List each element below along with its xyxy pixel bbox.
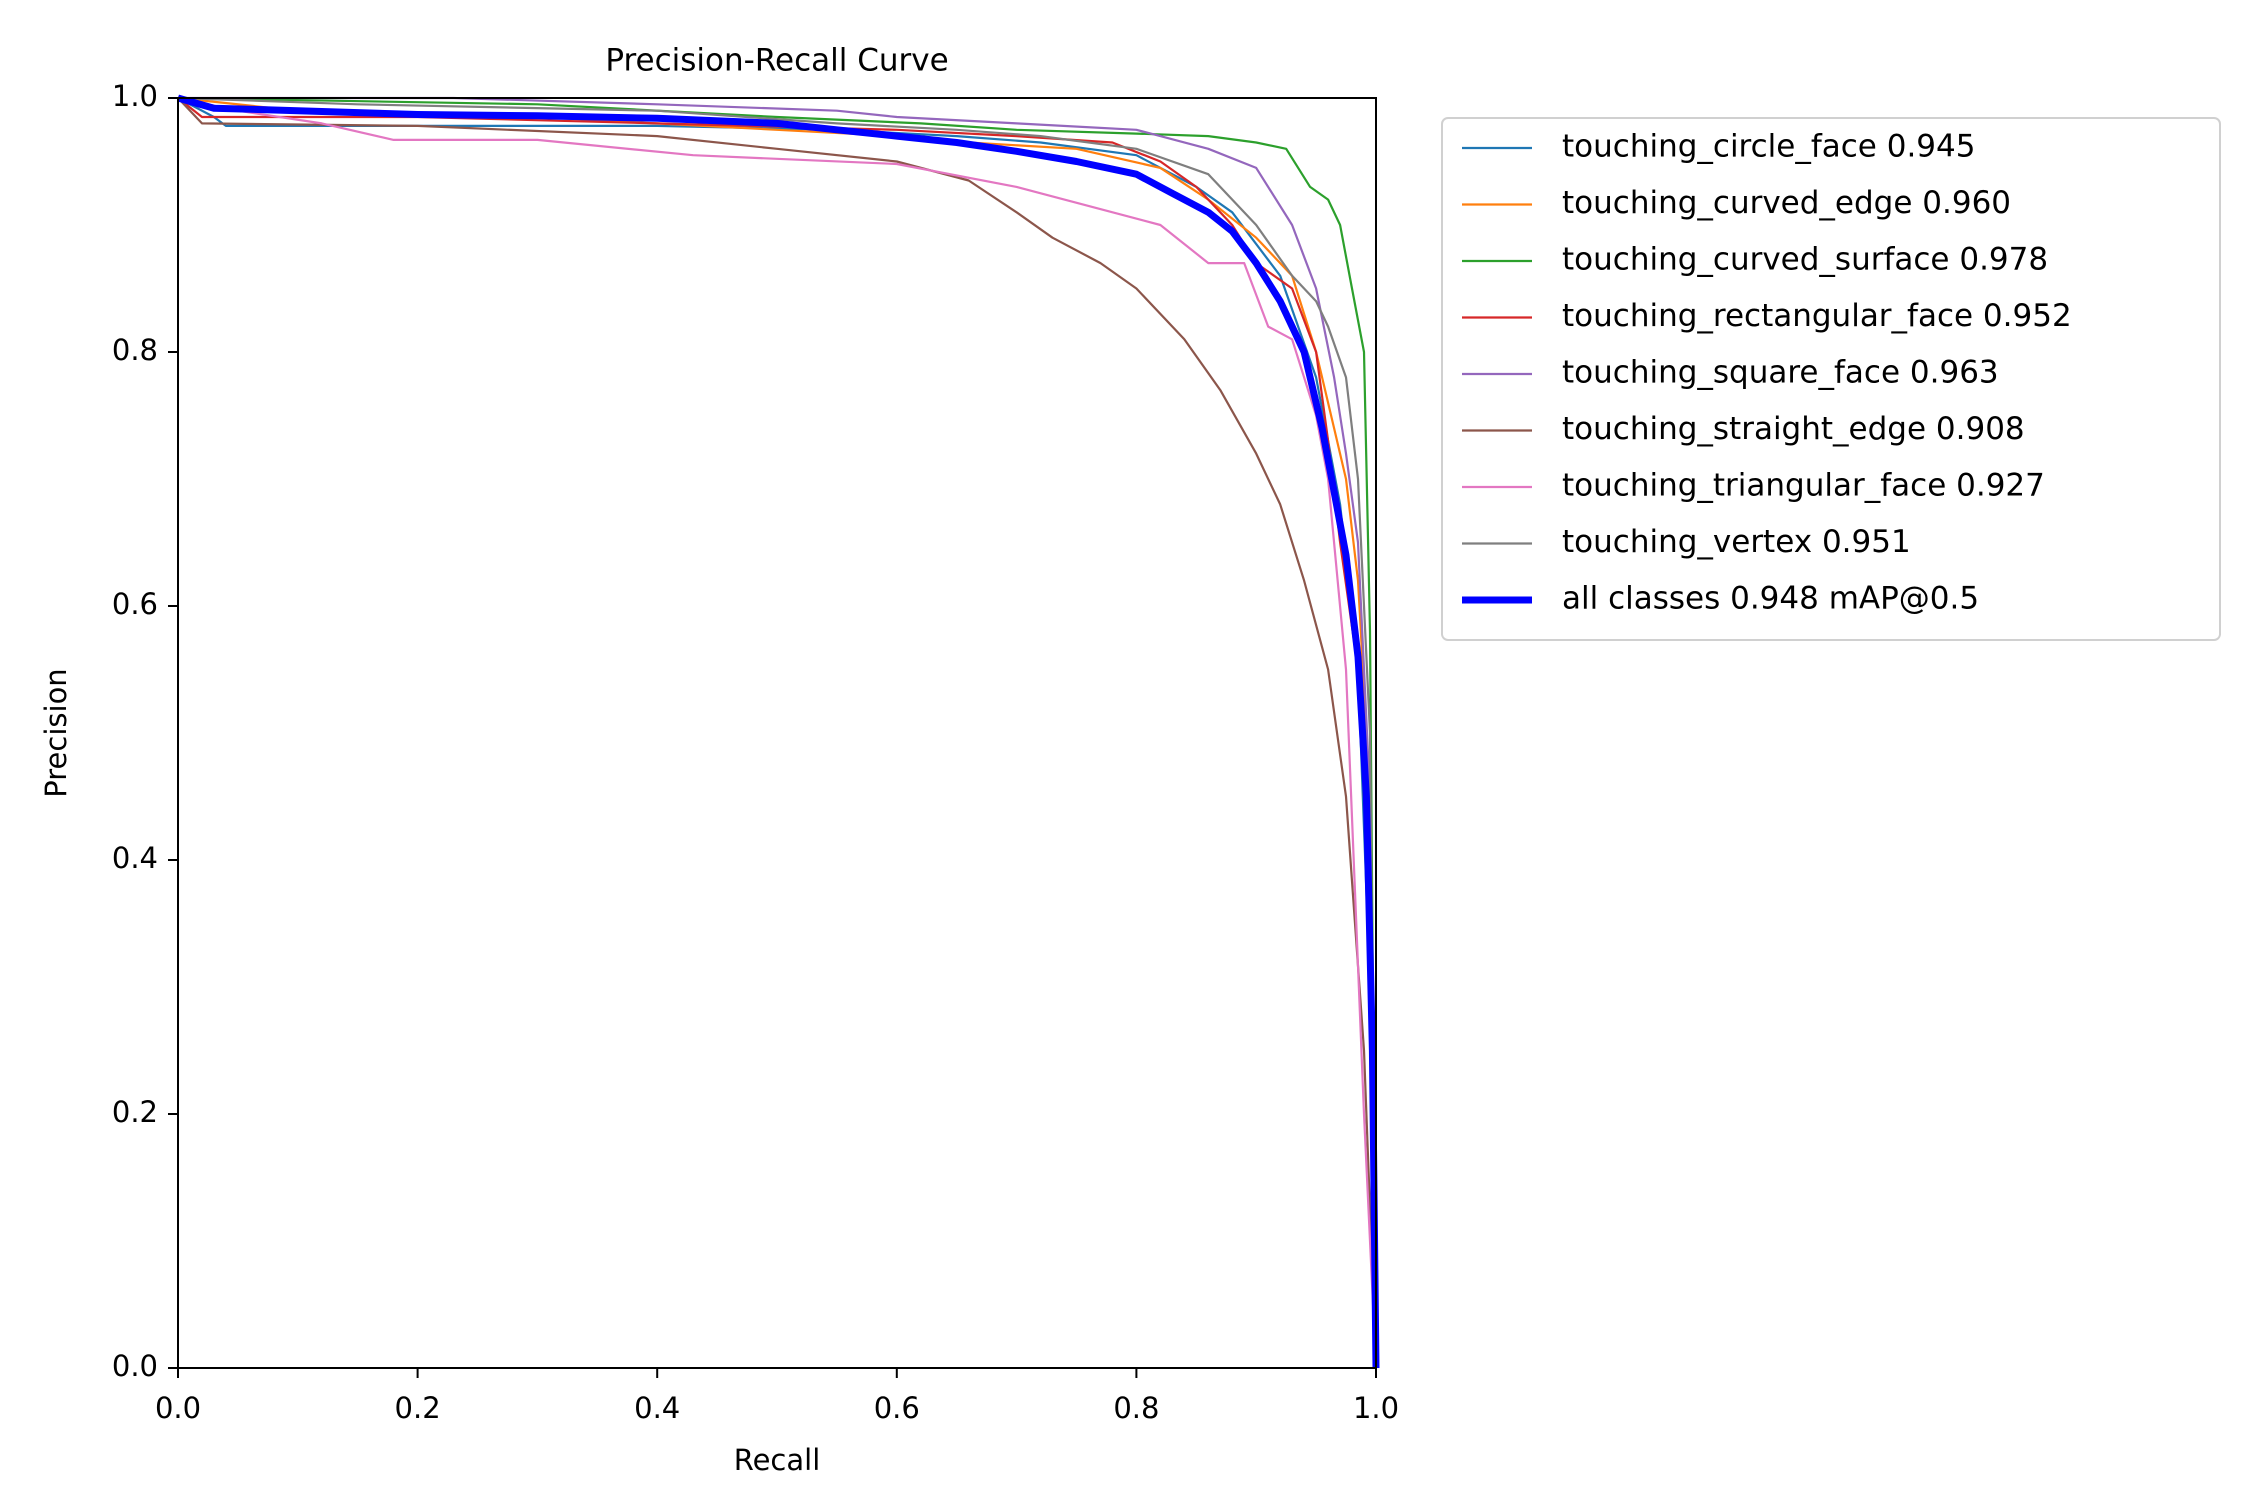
y-tick-label: 0.4 <box>112 841 158 875</box>
series-line-8 <box>177 94 1380 1369</box>
series-line-5 <box>177 97 1378 1369</box>
legend-label-0: touching_circle_face 0.945 <box>1562 129 1975 165</box>
x-tick-label: 0.2 <box>395 1391 441 1425</box>
x-tick-label: 0.6 <box>874 1391 920 1425</box>
plot-frame <box>177 97 1377 1369</box>
legend-label-5: touching_straight_edge 0.908 <box>1562 411 2025 447</box>
y-tick-label: 0.6 <box>112 587 158 621</box>
series-line-6 <box>177 96 1378 1369</box>
x-tick-label: 0.0 <box>155 1391 201 1425</box>
y-tick-label: 0.2 <box>112 1095 158 1129</box>
y-tick-label: 1.0 <box>112 79 158 113</box>
y-axis: 0.0 0.2 0.4 0.6 0.8 1.0 <box>112 79 178 1383</box>
legend-label-1: touching_curved_edge 0.960 <box>1562 185 2011 221</box>
x-tick-label: 0.4 <box>634 1391 680 1425</box>
series-lines <box>177 94 1380 1369</box>
legend-label-4: touching_square_face 0.963 <box>1562 355 1999 391</box>
y-tick-label: 0.8 <box>112 333 158 367</box>
legend-label-3: touching_rectangular_face 0.952 <box>1562 298 2072 334</box>
series-line-3 <box>177 97 1378 1369</box>
legend-label-8: all classes 0.948 mAP@0.5 <box>1562 581 1979 617</box>
legend-label-7: touching_vertex 0.951 <box>1562 524 1911 560</box>
legend-label-6: touching_triangular_face 0.927 <box>1562 468 2045 504</box>
x-axis: 0.0 0.2 0.4 0.6 0.8 1.0 <box>155 1368 1399 1425</box>
chart-title: Precision-Recall Curve <box>605 43 948 79</box>
legend: touching_circle_face 0.945 touching_curve… <box>1441 117 2221 641</box>
series-line-7 <box>177 96 1378 1369</box>
series-line-4 <box>178 96 1378 1369</box>
legend-label-2: touching_curved_surface 0.978 <box>1562 242 2048 278</box>
x-tick-label: 0.8 <box>1113 1391 1159 1425</box>
y-tick-label: 0.0 <box>112 1349 158 1383</box>
y-axis-label: Precision <box>39 668 73 797</box>
legend-box <box>1441 117 2221 641</box>
x-axis-label: Recall <box>734 1443 821 1477</box>
x-tick-label: 1.0 <box>1353 1391 1399 1425</box>
series-line-2 <box>177 96 1378 1369</box>
